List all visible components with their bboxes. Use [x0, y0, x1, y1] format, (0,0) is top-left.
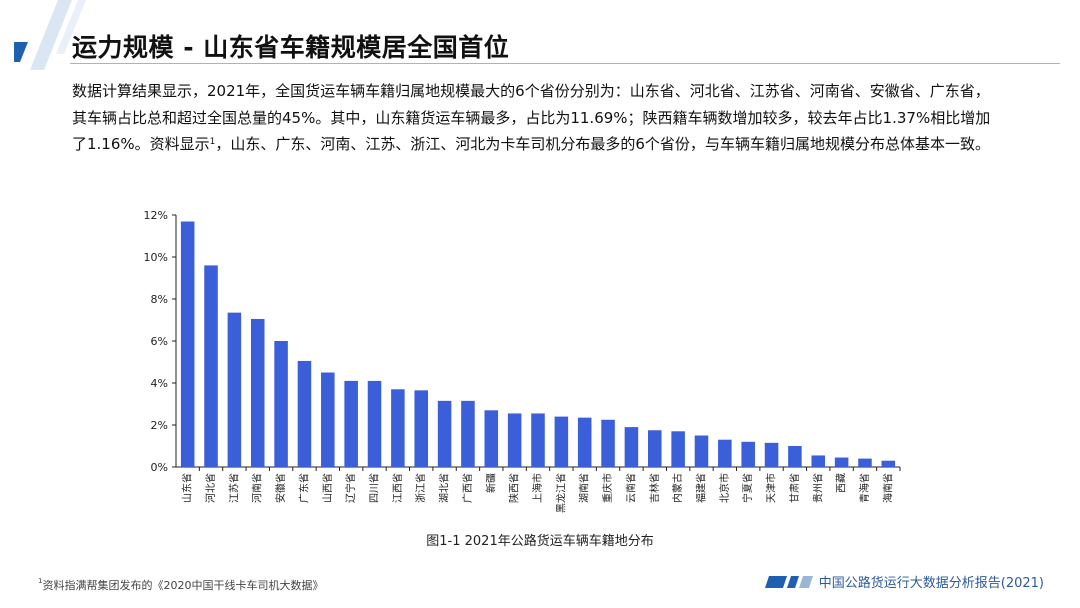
x-tick-label: 重庆市: [601, 473, 614, 503]
x-tick-label: 广西省: [461, 473, 474, 503]
x-tick-label: 河北省: [204, 473, 217, 503]
body-text-part1: 数据计算结果显示，2021年，全国货运车辆车籍归属地规模最大的6个省份分别为：山…: [72, 82, 991, 153]
x-tick-label: 西藏: [836, 473, 848, 493]
footnote-marker: 1: [38, 577, 43, 585]
x-tick-label: 四川省: [368, 473, 381, 503]
bar: [250, 318, 265, 467]
bar: [297, 360, 312, 467]
bar: [554, 416, 569, 467]
bar: [344, 380, 358, 467]
bar: [321, 372, 335, 467]
title-divider: [70, 63, 1060, 64]
x-tick-label: 江西省: [391, 473, 404, 503]
x-tick-label: 江苏省: [227, 473, 240, 503]
x-tick-label: 内蒙古: [671, 473, 684, 503]
bar: [858, 458, 872, 467]
x-tick-label: 福建省: [694, 473, 707, 503]
x-tick-label: 吉林省: [648, 473, 661, 503]
x-tick-label: 上海市: [531, 473, 544, 503]
bar: [461, 400, 475, 467]
bar: [507, 413, 522, 467]
report-name: 中国公路货运行大数据分析报告(2021): [764, 572, 1044, 591]
x-tick-label: 甘肃省: [788, 473, 801, 503]
x-tick-label: 山东省: [181, 473, 194, 503]
x-tick-label: 广东省: [297, 473, 310, 503]
bar: [577, 417, 592, 467]
bar: [601, 419, 615, 467]
bar: [881, 460, 896, 467]
header-decoration: [14, 0, 86, 70]
bar: [484, 410, 499, 467]
bar: [437, 400, 452, 467]
x-tick-label: 辽宁省: [344, 473, 357, 503]
x-tick-label: 河南省: [251, 473, 264, 503]
bar: [741, 441, 755, 467]
bar: [718, 439, 732, 467]
bar: [531, 413, 545, 467]
bar: [788, 446, 802, 467]
bar: [391, 389, 405, 467]
x-tick-label: 新疆: [484, 473, 497, 493]
footnote-text: 资料指满帮集团发布的《2020中国干线卡车司机大数据》: [42, 579, 324, 592]
report-name-text: 中国公路货运行大数据分析报告(2021): [818, 576, 1044, 591]
bar: [811, 455, 826, 467]
x-tick-label: 北京市: [718, 473, 731, 503]
x-tick-label: 陕西省: [508, 473, 521, 503]
page-title: 运力规模 - 山东省车籍规模居全国首位: [72, 33, 510, 62]
chart-caption: 图1-1 2021年公路货运车辆车籍地分布: [426, 534, 654, 549]
bar: [624, 427, 639, 467]
x-tick-label: 贵州省: [811, 473, 824, 503]
bar: [227, 312, 242, 467]
body-footnote-marker: 1: [209, 137, 216, 147]
y-tick-label: 2%: [151, 419, 168, 432]
y-tick-label: 6%: [151, 335, 168, 348]
footnote: 1资料指满帮集团发布的《2020中国干线卡车司机大数据》: [38, 577, 323, 593]
y-tick-label: 0%: [151, 461, 168, 474]
bar: [648, 430, 662, 467]
bar-chart: 0% 2% 4% 6% 8% 10% 12% 山东省 河北省 江苏省 河南省 安徽省 广东省 山西省 辽宁省…: [144, 209, 901, 513]
bar: [274, 341, 288, 467]
bar: [367, 380, 382, 467]
bar: [204, 265, 218, 467]
bar: [694, 435, 709, 467]
x-tick-label: 湖北省: [438, 473, 451, 503]
x-tick-label: 安徽省: [274, 473, 287, 503]
x-tick-label: 湖南省: [578, 473, 591, 503]
x-tick-label: 浙江省: [414, 473, 427, 503]
y-tick-label: 8%: [151, 293, 168, 306]
y-tick-label: 10%: [144, 251, 168, 264]
bar: [180, 221, 195, 467]
y-tick-label: 4%: [151, 377, 168, 390]
x-tick-label: 黑龙江省: [554, 473, 567, 513]
bar: [671, 431, 685, 467]
x-tick-label: 山西省: [321, 473, 334, 503]
report-logo-icon: [764, 575, 813, 588]
x-tick-label: 青海省: [858, 473, 871, 503]
bar: [414, 390, 428, 467]
x-tick-label: 云南省: [624, 473, 637, 503]
x-tick-label: 天津市: [765, 473, 778, 503]
y-tick-label: 12%: [144, 209, 168, 222]
bar: [834, 457, 849, 467]
bar: [764, 442, 779, 467]
x-tick-label: 海南省: [881, 473, 894, 503]
body-text-part2: ，山东、广东、河南、江苏、浙江、河北为卡车司机分布最多的6个省份，与车辆车籍归属…: [215, 135, 990, 153]
x-tick-label: 宁夏省: [741, 473, 754, 503]
body-paragraph: 数据计算结果显示，2021年，全国货运车辆车籍归属地规模最大的6个省份分别为：山…: [72, 78, 1002, 158]
